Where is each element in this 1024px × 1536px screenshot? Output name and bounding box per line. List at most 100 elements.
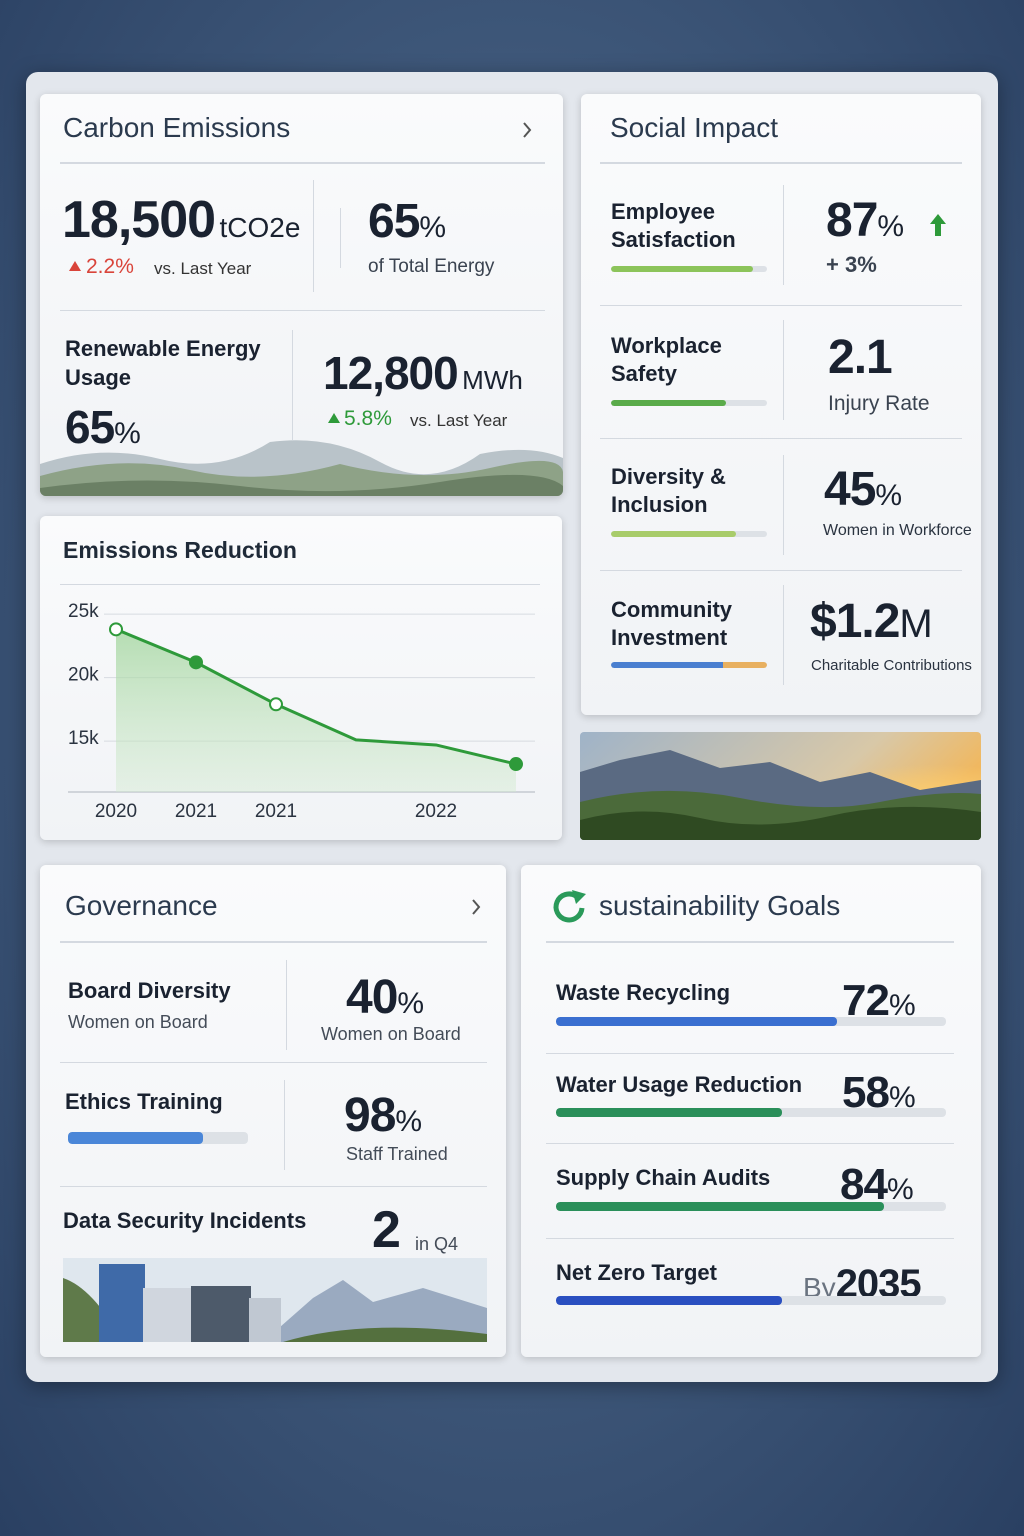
y-tick-label: 25k [68,601,99,622]
divider [600,570,962,571]
x-tick-label: 2022 [415,801,457,822]
divider [60,1062,487,1063]
separator [783,185,784,285]
separator [340,208,341,268]
row-unit: M [899,602,933,646]
separator [783,455,784,555]
goal-unit: % [886,1173,914,1206]
goal-unit: % [888,989,916,1022]
goal-label: Waste Recycling [556,980,731,1005]
ethics-note: Staff Trained [346,1144,448,1164]
row-value: $1.2 [810,595,900,648]
bar-track [611,531,767,537]
security-value: 2 [372,1201,401,1259]
security-label: Data Security Incidents [63,1208,307,1233]
bar-track [556,1017,946,1026]
x-tick-label: 2021 [255,801,297,822]
carbon-card [40,94,563,496]
board-sub: Women on Board [68,1012,208,1032]
bar-track [611,266,767,272]
goal-bar [556,1296,783,1305]
y-tick-label: 15k [68,728,99,749]
ethics-value: 98 [344,1089,396,1142]
row-note: Injury Rate [828,392,930,415]
share-label: of Total Energy [368,256,495,277]
bar-track [556,1202,946,1211]
board-label: Board Diversity [68,978,231,1003]
chevron[interactable] [469,897,483,917]
goal-bar [556,1108,783,1117]
bar-track [68,1132,248,1144]
security-note: in Q4 [415,1234,459,1254]
metric: 18,500 tCO2e [62,190,300,250]
goal-bar [556,1017,837,1026]
x-tick-label: 2020 [95,801,137,822]
ethics-unit: % [395,1105,423,1138]
compare: vs. Last Year [154,259,252,278]
card-title: sustainability Goals [599,890,841,921]
divider [60,584,540,585]
ethics-label: Ethics Training [65,1089,223,1114]
row-note: Charitable Contributions [811,657,972,674]
separator [313,180,314,292]
mountain-image [40,440,563,496]
goal-value: 84 [840,1160,888,1209]
y-tick-label: 20k [68,665,99,686]
bar-fill [611,662,724,668]
bar-fill [723,662,767,668]
chart-card: 15k 20k 25k 2020 2021 2021 2022 [40,516,562,840]
goal-label: Net Zero Target [556,1260,717,1285]
renewable-label: Renewable Energy Usage [65,336,261,390]
divider [546,1238,954,1239]
chart-title: Emissions Reduction [63,537,297,563]
row-label: Diversity & Inclusion [611,464,726,517]
share-unit: % [419,211,447,244]
divider [60,310,545,311]
divider [546,1053,954,1054]
point-marker [509,757,523,772]
goal-value: 72 [842,976,890,1025]
card-title: Social Impact [610,112,779,143]
separator [292,330,293,440]
landscape-image [580,732,981,840]
up-triangle [328,413,340,423]
divider [600,162,962,164]
goal-label: Water Usage Reduction [556,1072,803,1097]
share-value: 65 [368,195,420,248]
bar-track [611,662,767,668]
row-note: + 3% [826,252,877,277]
renewable-unit: % [114,417,141,450]
divider [546,1143,954,1144]
bar-fill [68,1132,203,1144]
total-unit: tCO2e [219,212,301,243]
board-value: 40 [346,971,398,1024]
divider [60,162,545,164]
divider [60,1186,487,1187]
separator [284,1080,285,1170]
row-unit: % [877,210,905,243]
change: 2.2% [86,255,134,278]
bar-track [556,1296,946,1305]
row-value: 2.1 [828,331,893,384]
board-unit: % [397,987,425,1020]
point-marker [109,622,123,637]
up-triangle [69,261,81,271]
energy-value: 12,800 [323,347,459,399]
separator [783,585,784,685]
governance-card [40,865,506,1357]
separator [286,960,287,1050]
line-chart: 15k 20k 25k 2020 2021 2021 2022 [68,601,535,822]
bar-fill [611,266,753,272]
row-note: Women in Workforce [823,522,972,539]
row-unit: % [875,479,903,512]
refresh-icon [553,890,586,923]
energy-unit: MWh [462,365,523,395]
up-arrow [930,214,946,236]
point-marker [189,655,203,670]
goal-bar [556,1202,884,1211]
chevron[interactable] [520,120,534,140]
row-label: Workplace Safety [611,333,722,386]
board-note: Women on Board [321,1024,461,1044]
compare: vs. Last Year [410,411,508,430]
